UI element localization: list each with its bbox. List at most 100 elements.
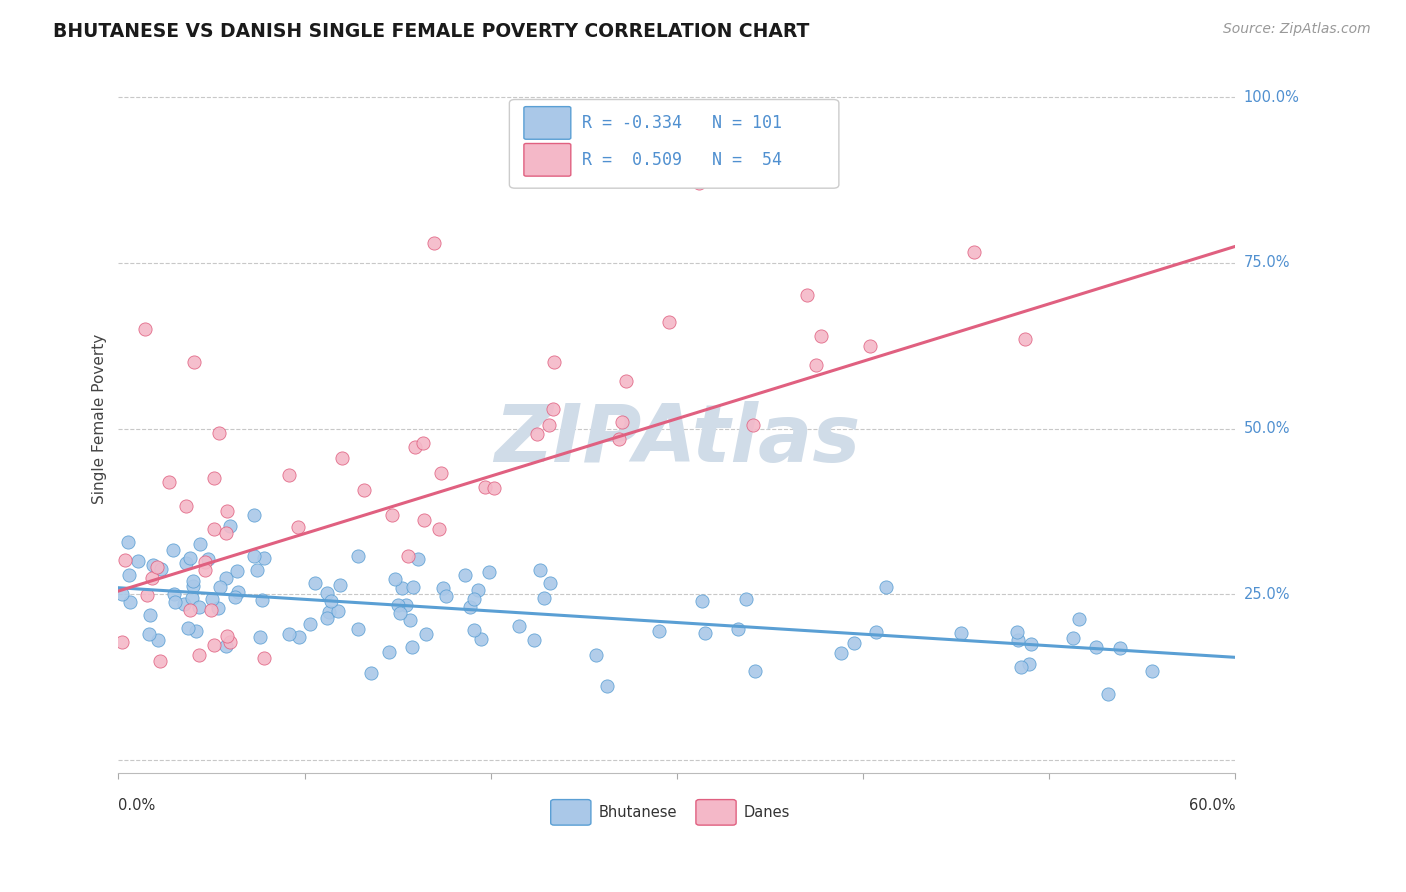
- Point: [693, 625, 716, 640]
- FancyBboxPatch shape: [524, 144, 571, 176]
- Point: [744, 664, 766, 678]
- Text: BHUTANESE VS DANISH SINGLE FEMALE POVERTY CORRELATION CHART: BHUTANESE VS DANISH SINGLE FEMALE POVERT…: [53, 22, 810, 41]
- Point: [690, 594, 713, 608]
- Point: [249, 630, 271, 644]
- Point: [607, 433, 630, 447]
- Point: [804, 358, 827, 372]
- Point: [194, 563, 217, 577]
- Point: [299, 617, 322, 632]
- Point: [432, 581, 454, 595]
- Text: Bhutanese: Bhutanese: [599, 805, 678, 820]
- Point: [277, 467, 299, 482]
- Point: [215, 526, 238, 541]
- Point: [188, 648, 211, 663]
- Point: [585, 648, 607, 662]
- Point: [146, 560, 169, 574]
- Point: [174, 556, 197, 570]
- Point: [648, 624, 671, 639]
- Point: [427, 522, 450, 536]
- Point: [1108, 640, 1130, 655]
- Point: [529, 563, 551, 577]
- Point: [243, 549, 266, 564]
- Point: [742, 418, 765, 433]
- Point: [177, 621, 200, 635]
- Text: Danes: Danes: [744, 805, 790, 820]
- Point: [412, 435, 434, 450]
- Point: [875, 581, 897, 595]
- Point: [463, 592, 485, 607]
- Point: [215, 639, 238, 653]
- Point: [201, 592, 224, 607]
- Point: [1062, 631, 1084, 645]
- Point: [253, 651, 276, 665]
- Point: [595, 679, 617, 693]
- Point: [377, 645, 399, 659]
- Point: [415, 626, 437, 640]
- Text: 75.0%: 75.0%: [1244, 255, 1291, 270]
- Point: [796, 288, 818, 302]
- Point: [434, 589, 457, 603]
- Point: [141, 571, 163, 585]
- Point: [218, 635, 240, 649]
- Point: [508, 619, 530, 633]
- Point: [381, 508, 404, 522]
- Text: R = -0.334   N = 101: R = -0.334 N = 101: [582, 114, 782, 132]
- Point: [179, 602, 201, 616]
- Point: [453, 568, 475, 582]
- Point: [138, 627, 160, 641]
- Point: [1019, 638, 1042, 652]
- Point: [830, 646, 852, 660]
- Point: [470, 632, 492, 646]
- Point: [533, 591, 555, 605]
- Point: [179, 550, 201, 565]
- Point: [1084, 640, 1107, 654]
- Point: [202, 638, 225, 652]
- Text: 100.0%: 100.0%: [1244, 90, 1299, 104]
- Point: [353, 483, 375, 497]
- Point: [139, 607, 162, 622]
- Point: [202, 471, 225, 485]
- Point: [181, 574, 204, 588]
- Point: [277, 627, 299, 641]
- Point: [250, 592, 273, 607]
- Point: [202, 522, 225, 536]
- Point: [134, 322, 156, 336]
- Point: [467, 582, 489, 597]
- Point: [1010, 660, 1032, 674]
- Point: [1014, 332, 1036, 346]
- FancyBboxPatch shape: [696, 799, 737, 825]
- Point: [844, 636, 866, 650]
- Point: [1018, 657, 1040, 672]
- Point: [1069, 612, 1091, 626]
- Point: [460, 600, 482, 615]
- Point: [114, 553, 136, 567]
- Point: [347, 623, 370, 637]
- Point: [616, 374, 638, 388]
- Text: 25.0%: 25.0%: [1244, 587, 1291, 602]
- Point: [253, 551, 276, 566]
- Point: [658, 315, 681, 329]
- Point: [463, 623, 485, 637]
- Point: [316, 611, 339, 625]
- Text: ZIPAtlas: ZIPAtlas: [494, 401, 860, 479]
- Point: [482, 481, 505, 495]
- Point: [208, 580, 231, 594]
- Point: [315, 585, 337, 599]
- Point: [148, 632, 170, 647]
- Point: [384, 572, 406, 586]
- Point: [219, 518, 242, 533]
- Point: [246, 563, 269, 577]
- Point: [243, 508, 266, 523]
- Point: [402, 580, 425, 594]
- Point: [111, 586, 134, 600]
- Text: R =  0.509   N =  54: R = 0.509 N = 54: [582, 151, 782, 169]
- Point: [538, 576, 561, 591]
- Point: [208, 426, 231, 441]
- FancyBboxPatch shape: [551, 799, 591, 825]
- Point: [1140, 664, 1163, 678]
- Point: [194, 555, 217, 569]
- Point: [318, 605, 340, 619]
- Text: 60.0%: 60.0%: [1189, 798, 1236, 814]
- Point: [217, 628, 239, 642]
- Point: [200, 603, 222, 617]
